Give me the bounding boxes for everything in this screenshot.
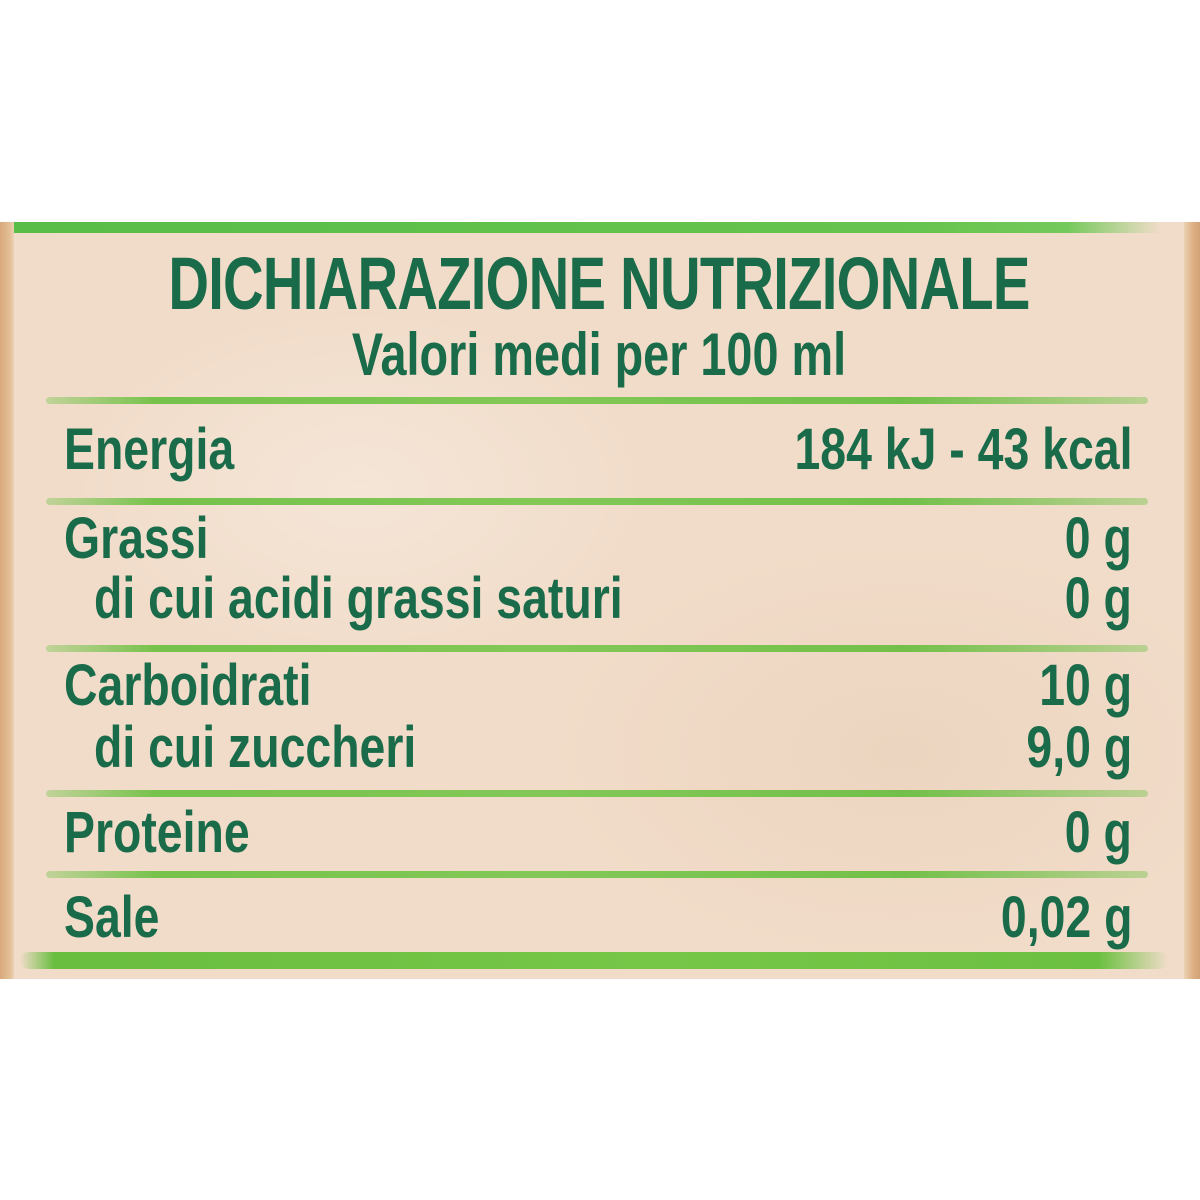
row-label: di cui zuccheri <box>94 715 417 780</box>
divider <box>46 790 1148 797</box>
row-value: 0 g <box>1064 566 1132 631</box>
row-label: Proteine <box>64 800 250 865</box>
row-value: 0 g <box>1064 800 1132 865</box>
table-row-proteine: Proteine 0 g <box>14 800 1184 865</box>
nutrition-label-photo: DICHIARAZIONE NUTRIZIONALE Valori medi p… <box>0 222 1200 979</box>
top-green-band <box>14 222 1184 233</box>
row-label: di cui acidi grassi saturi <box>94 566 623 631</box>
table-row-zuccheri: di cui zuccheri 9,0 g <box>14 715 1184 780</box>
row-value: 184 kJ - 43 kcal <box>794 417 1132 482</box>
row-value: 9,0 g <box>1026 715 1132 780</box>
table-row-carboidrati: Carboidrati 10 g <box>14 653 1184 718</box>
panel-subtitle: Valori medi per 100 ml <box>351 321 847 388</box>
carton-edge-right <box>1184 222 1200 979</box>
panel-header: DICHIARAZIONE NUTRIZIONALE Valori medi p… <box>14 233 1184 397</box>
divider <box>46 871 1148 878</box>
table-row-grassi: Grassi 0 g <box>14 506 1184 571</box>
nutrition-panel: DICHIARAZIONE NUTRIZIONALE Valori medi p… <box>14 222 1184 979</box>
row-value: 0 g <box>1064 506 1132 571</box>
table-row-energia: Energia 184 kJ - 43 kcal <box>14 417 1184 482</box>
row-label: Carboidrati <box>64 653 312 718</box>
row-value: 0,02 g <box>1000 885 1132 950</box>
carton-edge-left <box>0 222 14 979</box>
divider <box>46 397 1148 404</box>
row-label: Sale <box>64 885 160 950</box>
row-value: 10 g <box>1039 653 1132 718</box>
table-row-sale: Sale 0,02 g <box>14 885 1184 950</box>
divider <box>46 645 1148 652</box>
bottom-green-band <box>20 952 1168 969</box>
panel-title: DICHIARAZIONE NUTRIZIONALE <box>168 242 1030 325</box>
table-row-grassi-saturi: di cui acidi grassi saturi 0 g <box>14 566 1184 631</box>
divider <box>46 498 1148 505</box>
row-label: Grassi <box>64 506 209 571</box>
row-label: Energia <box>64 417 235 482</box>
